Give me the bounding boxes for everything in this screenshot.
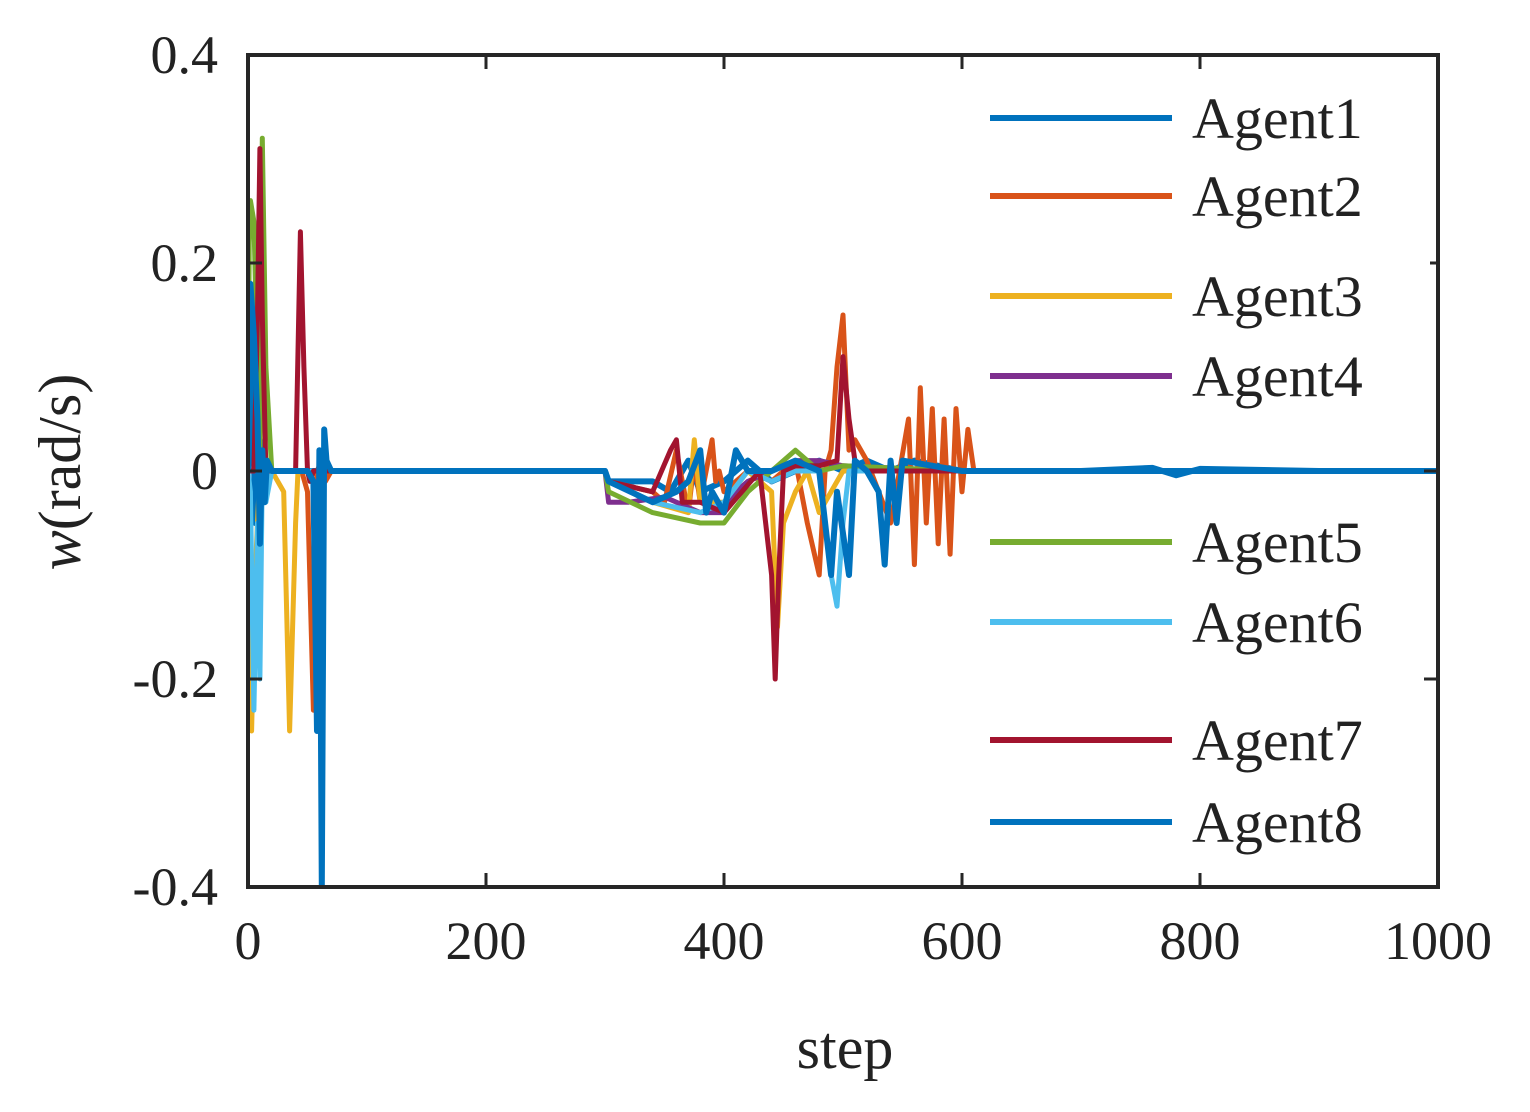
legend-label-agent4: Agent4: [1192, 344, 1363, 409]
plot-area: [248, 135, 1438, 887]
y-tick-label: 0.2: [151, 233, 219, 293]
y-axis-symbol: w: [27, 530, 93, 570]
x-tick-label: 600: [922, 911, 1003, 971]
y-tick-label: 0: [191, 441, 218, 501]
legend-label-agent3: Agent3: [1192, 264, 1363, 329]
y-tick-label: -0.4: [133, 857, 218, 917]
x-tick-label: 800: [1160, 911, 1241, 971]
legend-label-agent7: Agent7: [1192, 708, 1363, 773]
x-tick-label: 1000: [1384, 911, 1492, 971]
legend-label-agent2: Agent2: [1192, 164, 1363, 229]
legend-label-agent5: Agent5: [1192, 510, 1363, 575]
legend-label-agent1: Agent1: [1192, 86, 1363, 151]
series-line-agent6: [248, 468, 1438, 713]
y-tick-label: 0.4: [151, 25, 219, 85]
series-line-agent8: [248, 280, 1438, 887]
y-axis-title: w(rad/s): [27, 374, 93, 571]
y-axis-unit: (rad/s): [27, 374, 93, 531]
legend: Agent1 Agent2 Agent3 Agent4 Agent5 Agent6 Agen…: [975, 76, 1430, 860]
x-tick-label: 200: [446, 911, 527, 971]
x-tick-label: 400: [684, 911, 765, 971]
y-tick-label: -0.2: [133, 649, 218, 709]
axes: 0 200 400 600 800 1000 0.4 0.2 0 -0.2 -0.4: [133, 25, 1492, 971]
legend-label-agent8: Agent8: [1192, 790, 1363, 855]
x-axis-title: step: [797, 1015, 894, 1081]
x-tick-label: 0: [235, 911, 262, 971]
legend-label-agent6: Agent6: [1192, 590, 1363, 655]
